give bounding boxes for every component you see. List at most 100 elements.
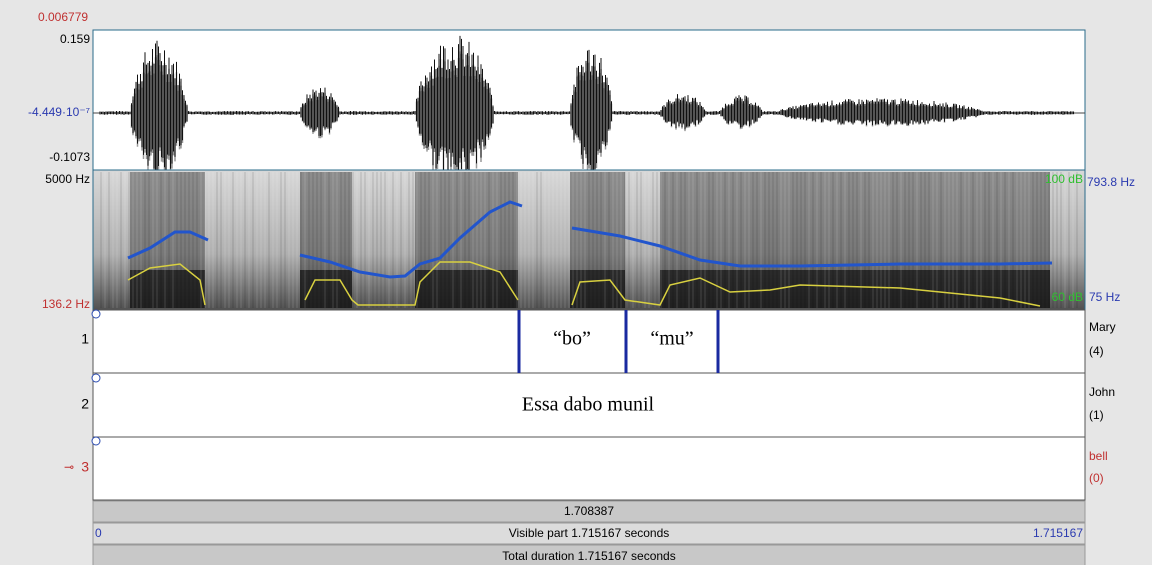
tier-3[interactable] (92, 436, 1086, 501)
striation (680, 172, 682, 308)
striation (1028, 172, 1030, 308)
striation (848, 172, 850, 308)
tier-1[interactable] (92, 309, 1086, 374)
striation (724, 172, 726, 308)
striation (876, 172, 878, 308)
striation (804, 172, 806, 308)
striation (220, 172, 222, 308)
intensity-curve (304, 261, 519, 306)
striation (440, 172, 442, 308)
striation (1060, 172, 1062, 308)
striation (656, 172, 658, 308)
striation (364, 172, 366, 308)
striation (184, 172, 186, 308)
visible-duration: Visible part 1.715167 seconds (509, 526, 670, 540)
striation (480, 172, 482, 308)
striation (616, 172, 618, 308)
striation (988, 172, 990, 308)
pitch-curve (299, 200, 523, 279)
striation (512, 172, 514, 308)
striation (868, 172, 870, 308)
striation (240, 172, 242, 308)
striation (972, 172, 974, 308)
striation (420, 172, 422, 308)
striation (644, 172, 646, 308)
striation (340, 172, 342, 308)
striation (608, 172, 610, 308)
total-bar[interactable] (92, 544, 1086, 565)
striation (336, 172, 338, 308)
striation (1048, 172, 1050, 308)
tier-name: bell (1089, 449, 1108, 463)
striation (1000, 172, 1002, 308)
spectrogram (100, 172, 1078, 308)
visible-start: 0 (95, 526, 102, 540)
interval-label[interactable]: “mu” (650, 328, 693, 350)
striation (592, 172, 594, 308)
striation (596, 172, 598, 308)
striation (784, 172, 786, 308)
tier-handle[interactable] (91, 373, 101, 383)
striation (180, 172, 182, 308)
striation (260, 172, 262, 308)
striation (696, 172, 698, 308)
selection-bar[interactable] (92, 500, 1086, 523)
striation (524, 172, 526, 308)
striation (436, 172, 438, 308)
striation (356, 172, 358, 308)
striation (416, 172, 418, 308)
striation (1076, 172, 1078, 308)
striation (836, 172, 838, 308)
striation (884, 172, 886, 308)
striation (532, 172, 534, 308)
waveform-trace (99, 35, 1074, 180)
tier-handle[interactable] (91, 436, 101, 446)
striation (320, 172, 322, 308)
striation (212, 172, 214, 308)
striation (448, 172, 450, 308)
striation (588, 172, 590, 308)
tier-pointer: ⊸ (64, 460, 74, 474)
striation (760, 172, 762, 308)
striation (516, 172, 518, 308)
striation (968, 172, 970, 308)
striation (560, 172, 562, 308)
formant (130, 270, 205, 308)
striation (424, 172, 426, 308)
tier-handle[interactable] (91, 309, 101, 319)
striation (604, 172, 606, 308)
striation (1056, 172, 1058, 308)
interval-label[interactable]: “bo” (553, 328, 591, 350)
tier-number: 3 (81, 459, 89, 475)
striation (932, 172, 934, 308)
striation (300, 172, 302, 308)
striation (908, 172, 910, 308)
striation (508, 172, 510, 308)
striation (104, 172, 106, 308)
striation (944, 172, 946, 308)
visible-bar[interactable] (92, 522, 1086, 545)
tier-2[interactable] (92, 372, 1086, 438)
striation (1032, 172, 1034, 308)
striation (652, 172, 654, 308)
formant (300, 270, 352, 308)
striation (452, 172, 454, 308)
striation (208, 172, 210, 308)
striation (296, 172, 298, 308)
striation (144, 172, 146, 308)
striation (1044, 172, 1046, 308)
striation (940, 172, 942, 308)
striation (228, 172, 230, 308)
striation (824, 172, 826, 308)
striation (740, 172, 742, 308)
striation (396, 172, 398, 308)
striation (880, 172, 882, 308)
interval-label[interactable]: Essa dabo munil (522, 394, 655, 416)
striation (716, 172, 718, 308)
striation (564, 172, 566, 308)
striation (896, 172, 898, 308)
striation (912, 172, 914, 308)
selection-duration: 1.708387 (564, 504, 614, 518)
striation (156, 172, 158, 308)
